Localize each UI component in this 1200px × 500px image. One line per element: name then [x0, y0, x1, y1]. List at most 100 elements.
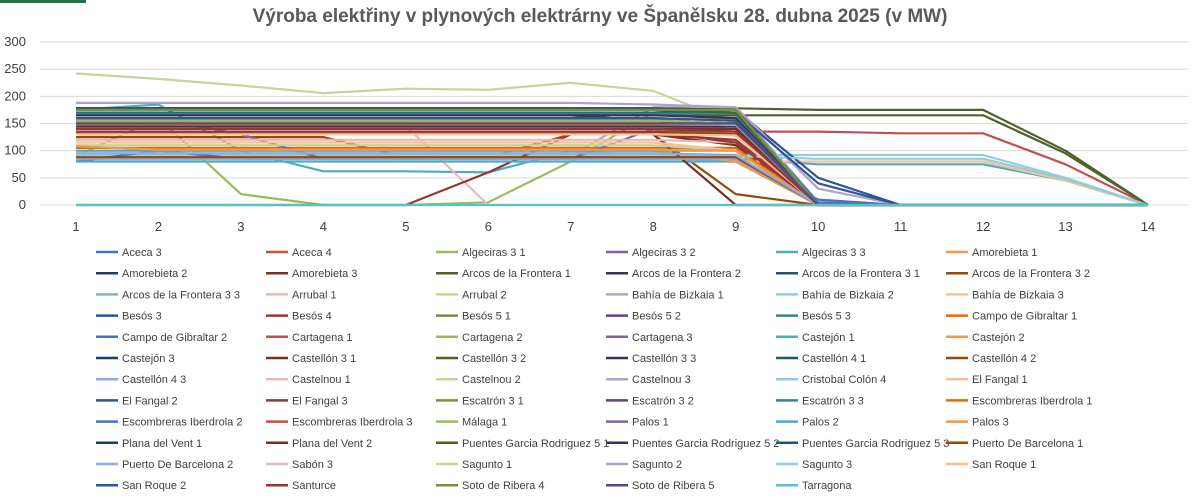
series-line: [76, 160, 1149, 207]
legend-item: Palos 3: [946, 417, 1009, 429]
legend-label: Castellón 3 2: [462, 353, 526, 365]
legend-item: El Fangal 2: [96, 395, 178, 407]
legend-item: Escombreras Iberdrola 2: [96, 417, 242, 429]
legend-item: Algeciras 3 2: [606, 247, 696, 259]
legend-item: Escombreras Iberdrola 1: [946, 395, 1092, 407]
x-tick-label: 1: [72, 219, 79, 234]
legend-item: Plana del Vent 1: [96, 438, 202, 450]
legend-label: Aceca 3: [122, 247, 162, 259]
legend-label: Castellón 3 3: [632, 353, 696, 365]
legend-label: Escombreras Iberdrola 2: [122, 417, 242, 429]
legend-label: Castellón 4 3: [122, 374, 186, 386]
legend-label: Palos 3: [972, 417, 1009, 429]
x-tick-label: 9: [732, 219, 739, 234]
legend-item: Castelnou 3: [606, 374, 691, 386]
legend-label: Arcos de la Frontera 2: [632, 268, 741, 280]
legend-item: Soto de Ribera 5: [606, 480, 715, 492]
legend-label: San Roque 2: [122, 480, 186, 492]
legend-item: Castejón 1: [776, 332, 855, 344]
legend-item: Castelnou 2: [436, 374, 521, 386]
legend-label: Amorebieta 3: [292, 268, 357, 280]
series-lines: [75, 72, 1149, 207]
legend-label: Puerto De Barcelona 1: [972, 438, 1083, 450]
series-line: [76, 141, 1148, 207]
legend-item: El Fangal 3: [266, 395, 348, 407]
legend-item: Castellón 3 1: [266, 353, 356, 365]
legend-label: Santurce: [292, 480, 336, 492]
legend-item: Arrubal 1: [266, 289, 337, 301]
legend-item: Cartagena 1: [266, 332, 353, 344]
legend-label: Tarragona: [802, 480, 852, 492]
x-axis-ticks: 1 2 3 4 5 6 7 8 9 10 11 12 13 14: [72, 219, 1155, 234]
legend-item: Puerto De Barcelona 2: [96, 459, 233, 471]
legend-label: Cartagena 1: [292, 332, 353, 344]
legend-item: San Roque 2: [96, 480, 186, 492]
legend-item: Tarragona: [776, 480, 852, 492]
legend-item: Cartagena 2: [436, 332, 523, 344]
legend-item: Castelnou 1: [266, 374, 351, 386]
legend-item: Palos 2: [776, 417, 839, 429]
legend-item: Cristobal Colón 4: [776, 374, 886, 386]
legend-item: El Fangal 1: [946, 374, 1028, 386]
legend-label: Puentes Garcia Rodriguez 5 1: [462, 438, 609, 450]
legend-label: Arcos de la Frontera 3 2: [972, 268, 1090, 280]
legend-label: El Fangal 2: [122, 395, 178, 407]
x-tick-label: 6: [485, 219, 492, 234]
legend-label: Bahía de Bizkaia 1: [632, 289, 724, 301]
legend-label: Besós 5 3: [802, 311, 851, 323]
legend-label: Arcos de la Frontera 3 3: [122, 289, 240, 301]
legend-item: Castellón 4 1: [776, 353, 866, 365]
legend-item: Escombreras Iberdrola 3: [266, 417, 412, 429]
legend-label: Plana del Vent 1: [122, 438, 202, 450]
y-tick-label: 0: [19, 197, 26, 212]
legend-label: Bahía de Bizkaia 3: [972, 289, 1064, 301]
x-tick-label: 5: [402, 219, 409, 234]
legend-label: Castellón 3 1: [292, 353, 356, 365]
legend-label: Castelnou 3: [632, 374, 691, 386]
legend-item: Arcos de la Frontera 1: [436, 268, 571, 280]
legend-label: Sagunto 2: [632, 459, 682, 471]
legend-item: Amorebieta 1: [946, 247, 1037, 259]
legend-item: Castellón 3 2: [436, 353, 526, 365]
legend-item: Sagunto 2: [606, 459, 682, 471]
legend-item: Arcos de la Frontera 2: [606, 268, 741, 280]
legend-label: Puerto De Barcelona 2: [122, 459, 233, 471]
x-tick-label: 8: [650, 219, 657, 234]
y-tick-label: 100: [4, 143, 26, 158]
legend-item: Besós 5 3: [776, 311, 851, 323]
legend-item: Plana del Vent 2: [266, 438, 372, 450]
legend-label: Castelnou 1: [292, 374, 351, 386]
x-tick-label: 11: [894, 219, 908, 234]
legend-label: Campo de Gibraltar 2: [122, 332, 227, 344]
legend-label: El Fangal 1: [972, 374, 1028, 386]
x-tick-label: 3: [237, 219, 244, 234]
legend-label: Palos 2: [802, 417, 839, 429]
legend-label: El Fangal 3: [292, 395, 348, 407]
legend-label: Castejón 3: [122, 353, 175, 365]
y-tick-label: 300: [4, 34, 26, 49]
legend-item: Puentes Garcia Rodriguez 5 1: [436, 438, 609, 450]
legend-label: Arrubal 1: [292, 289, 337, 301]
legend-label: Escombreras Iberdrola 1: [972, 395, 1092, 407]
legend-item: Santurce: [266, 480, 336, 492]
x-tick-label: 12: [976, 219, 990, 234]
x-tick-label: 13: [1058, 219, 1072, 234]
legend: Aceca 3 Aceca 4 Algeciras 3 1 Algeciras 3 2…: [96, 247, 1092, 492]
legend-item: Sagunto 1: [436, 459, 512, 471]
legend-item: Escatrón 3 2: [606, 395, 694, 407]
legend-item: Cartagena 3: [606, 332, 693, 344]
chart-title: Výroba elektřiny v plynových elektrárny …: [253, 5, 948, 27]
legend-label: Soto de Ribera 4: [462, 480, 545, 492]
legend-item: Algeciras 3 3: [776, 247, 866, 259]
y-tick-label: 50: [12, 170, 26, 185]
legend-label: Cartagena 2: [462, 332, 523, 344]
legend-item: Aceca 3: [96, 247, 162, 259]
legend-label: Cristobal Colón 4: [802, 374, 886, 386]
x-tick-label: 7: [567, 219, 574, 234]
legend-item: Besós 4: [266, 311, 332, 323]
legend-item: Campo de Gibraltar 2: [96, 332, 227, 344]
legend-item: Algeciras 3 1: [436, 247, 526, 259]
legend-item: Puentes Garcia Rodriguez 5 2: [606, 438, 779, 450]
